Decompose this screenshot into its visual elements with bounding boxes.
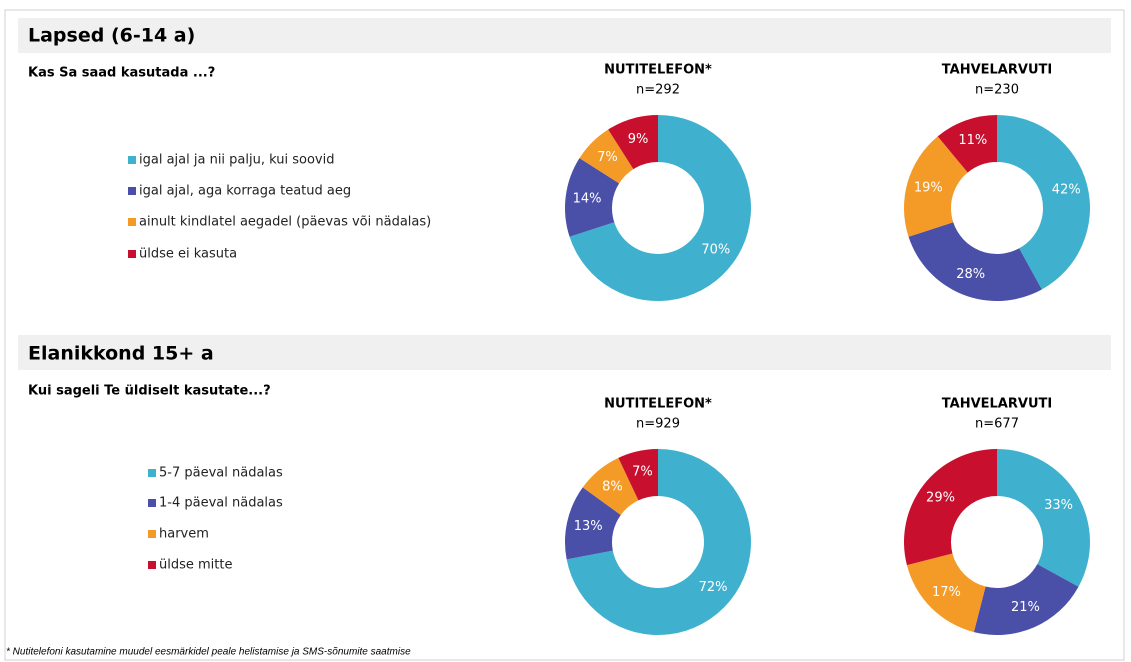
legend-label: harvem (159, 527, 209, 542)
donut-slice (569, 115, 751, 301)
donut-slice (973, 564, 1079, 635)
donut-slice (608, 115, 658, 170)
donut-slice (903, 136, 968, 237)
value-label: 29% (926, 491, 955, 506)
chart-subtitle: n=230 (975, 83, 1019, 98)
legend-swatch (148, 499, 156, 507)
section-title: Elanikkond 15+ a (28, 343, 214, 365)
question: Kas Sa saad kasutada ...? (28, 66, 215, 81)
donut-slice (908, 222, 1042, 301)
legend-label: üldse mitte (159, 558, 232, 573)
chart-title: NUTITELEFON* (604, 63, 712, 78)
legend-swatch (148, 530, 156, 538)
value-label: 7% (632, 465, 653, 480)
legend-swatch (128, 250, 136, 258)
value-label: 9% (628, 132, 649, 147)
value-label: 72% (699, 580, 728, 595)
value-label: 11% (958, 133, 987, 148)
legend-swatch (128, 218, 136, 226)
value-label: 13% (574, 519, 603, 534)
chart-title: TAHVELARVUTI (942, 63, 1052, 78)
chart-title: NUTITELEFON* (604, 397, 712, 412)
donut-slice (906, 553, 986, 633)
frame (4, 9, 1125, 661)
value-label: 21% (1011, 600, 1040, 615)
section-band (18, 18, 1111, 53)
chart-subtitle: n=292 (636, 83, 680, 98)
value-label: 17% (932, 585, 961, 600)
legend-label: igal ajal ja nii palju, kui soovid (139, 153, 334, 168)
donut-slice (997, 115, 1091, 290)
value-label: 70% (701, 243, 730, 258)
question: Kui sageli Te üldiselt kasutate...? (28, 384, 271, 399)
value-label: 42% (1052, 183, 1081, 198)
value-label: 33% (1044, 498, 1073, 513)
chart-subtitle: n=929 (636, 417, 680, 432)
donut-slice (997, 449, 1091, 587)
section-band (18, 335, 1111, 370)
value-label: 14% (573, 192, 602, 207)
legend-swatch (128, 156, 136, 164)
donut-slice (565, 158, 620, 237)
legend-swatch (148, 561, 156, 569)
legend-label: ainult kindlatel aegadel (päevas või näd… (139, 215, 431, 230)
section-title: Lapsed (6-14 a) (28, 25, 195, 47)
legend-swatch (148, 469, 156, 477)
legend-label: 1-4 päeval nädalas (159, 496, 283, 511)
donut-slice (904, 449, 997, 566)
value-label: 28% (956, 267, 985, 282)
donut-slice (618, 449, 658, 501)
donut-slice (582, 457, 639, 515)
legend-swatch (128, 187, 136, 195)
legend-label: 5-7 päeval nädalas (159, 466, 283, 481)
legend-label: üldse ei kasuta (139, 247, 237, 262)
legend-label: igal ajal, aga korraga teatud aeg (139, 184, 351, 199)
value-label: 8% (602, 479, 623, 494)
donut-slice (937, 115, 997, 173)
donut-slice (579, 129, 634, 184)
donut-slice (566, 449, 751, 636)
chart-subtitle: n=677 (975, 417, 1019, 432)
value-label: 19% (914, 181, 943, 196)
chart-title: TAHVELARVUTI (942, 397, 1052, 412)
value-label: 7% (597, 150, 618, 165)
footnote: * Nutitelefoni kasutamine muudel eesmärk… (6, 647, 411, 658)
donut-slice (565, 487, 621, 560)
